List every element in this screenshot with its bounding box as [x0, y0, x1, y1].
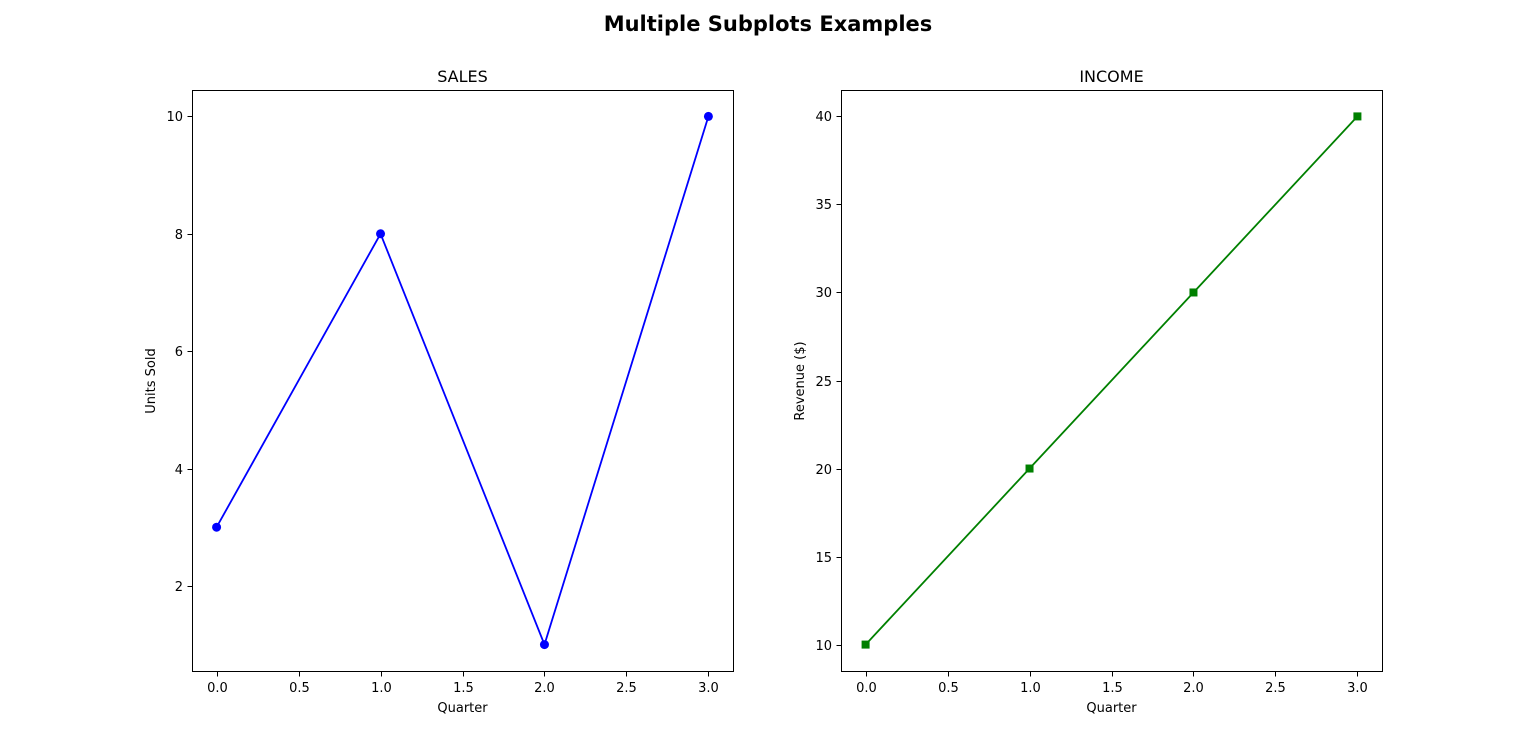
income-x-tick-label: 0.5 [938, 681, 959, 696]
sales-x-tick-label: 2.0 [534, 681, 555, 696]
income-y-tick-label: 40 [815, 110, 832, 125]
sales-y-tick-label: 4 [175, 463, 183, 478]
income-x-axis: 0.0 0.5 1.0 1.5 2.0 2.5 3.0 [856, 671, 1368, 696]
income-data-point [861, 640, 870, 649]
income-y-axis-label: Revenue ($) [793, 341, 808, 420]
income-y-tick-label: 25 [815, 375, 832, 390]
income-subplot-title: INCOME [1079, 67, 1143, 86]
income-x-tick-label: 1.0 [1020, 681, 1041, 696]
sales-x-tick-label: 1.5 [453, 681, 474, 696]
income-y-tick-label: 30 [815, 286, 832, 301]
income-y-tick-label: 10 [815, 639, 832, 654]
sales-x-axis-label: Quarter [437, 701, 488, 716]
income-y-tick-label: 20 [815, 463, 832, 478]
income-series-layer [861, 112, 1362, 649]
income-x-axis-label: Quarter [1086, 701, 1137, 716]
income-x-tick-label: 3.0 [1347, 681, 1368, 696]
sales-y-axis-label: Units Sold [144, 348, 159, 413]
sales-x-tick-label: 3.0 [698, 681, 719, 696]
income-data-point [1025, 464, 1034, 473]
sales-y-tick-label: 2 [175, 580, 183, 595]
sales-data-point [376, 229, 386, 239]
sales-y-axis: 2 4 6 8 10 [166, 110, 193, 595]
sales-series-line [215, 116, 710, 646]
income-x-tick-label: 2.0 [1183, 681, 1204, 696]
sales-x-tick-label: 1.0 [371, 681, 392, 696]
sales-data-point [539, 640, 549, 650]
sales-subplot: SALES 0.0 0.5 1.0 1.5 2.0 2.5 3.0 2 4 6 8 10 Quart… [144, 67, 734, 716]
sales-series-layer [212, 111, 713, 650]
income-x-tick-label: 0.0 [856, 681, 877, 696]
income-data-point [1353, 112, 1362, 121]
income-series-line [864, 115, 1359, 646]
sales-y-tick-label: 6 [175, 345, 183, 360]
income-subplot: INCOME 0.0 0.5 1.0 1.5 2.0 2.5 3.0 10 15 20 25 30 3… [793, 67, 1383, 716]
income-x-tick-label: 2.5 [1265, 681, 1286, 696]
sales-x-tick-label: 0.5 [289, 681, 310, 696]
income-y-tick-label: 35 [815, 198, 832, 213]
income-data-point [1189, 288, 1198, 297]
sales-data-point [703, 111, 713, 121]
income-x-tick-label: 1.5 [1102, 681, 1123, 696]
sales-x-tick-label: 2.5 [616, 681, 637, 696]
sales-subplot-title: SALES [437, 67, 488, 86]
sales-data-point [212, 522, 222, 532]
sales-x-tick-label: 0.0 [207, 681, 228, 696]
income-y-tick-label: 15 [815, 551, 832, 566]
figure-title: Multiple Subplots Examples [604, 12, 933, 36]
sales-y-tick-label: 8 [175, 228, 183, 243]
sales-x-axis: 0.0 0.5 1.0 1.5 2.0 2.5 3.0 [207, 671, 719, 696]
income-y-axis: 10 15 20 25 30 35 40 [815, 110, 842, 654]
sales-y-tick-label: 10 [166, 110, 183, 125]
